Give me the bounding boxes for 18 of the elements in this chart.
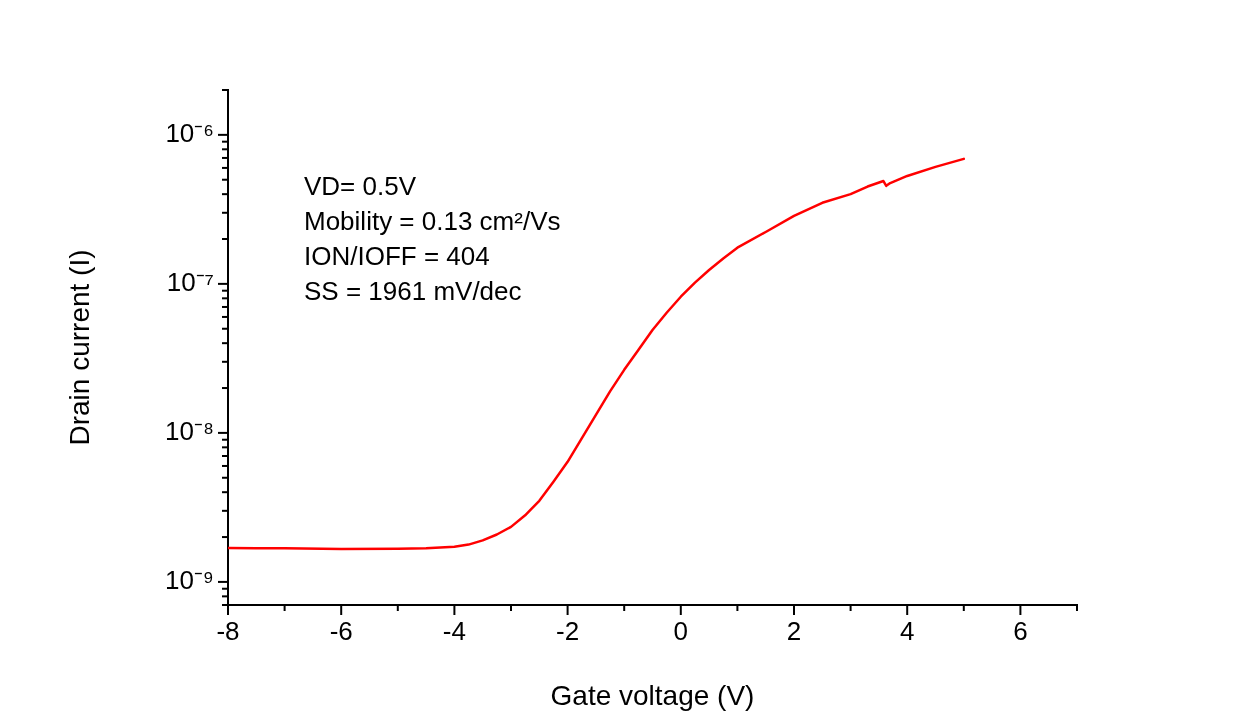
x-axis-title: Gate voltage (V) xyxy=(550,679,755,711)
annotation: Mobility = 0.13 cm²/Vs xyxy=(304,206,561,236)
y-tick-label: 10⁻⁶ xyxy=(165,118,214,149)
y-tick-label: 10⁻⁹ xyxy=(164,565,214,596)
annotation: VD= 0.5V xyxy=(304,171,417,201)
x-tick-label: -2 xyxy=(556,615,580,646)
y-tick-label: 10⁻⁸ xyxy=(165,416,214,447)
x-tick-label: -6 xyxy=(329,615,353,646)
x-tick-label: -4 xyxy=(442,615,466,646)
x-tick-label: 6 xyxy=(1013,615,1028,646)
y-axis-title: Drain current (I) xyxy=(63,249,95,446)
annotation: SS = 1961 mV/dec xyxy=(304,276,522,306)
x-tick-label: 4 xyxy=(899,615,915,646)
annotation: ION/IOFF = 404 xyxy=(304,241,490,271)
x-tick-label: 2 xyxy=(786,615,802,646)
x-tick-label: -8 xyxy=(216,615,240,646)
y-tick-label: 10⁻⁷ xyxy=(166,267,214,298)
x-tick-label: 0 xyxy=(673,615,689,646)
